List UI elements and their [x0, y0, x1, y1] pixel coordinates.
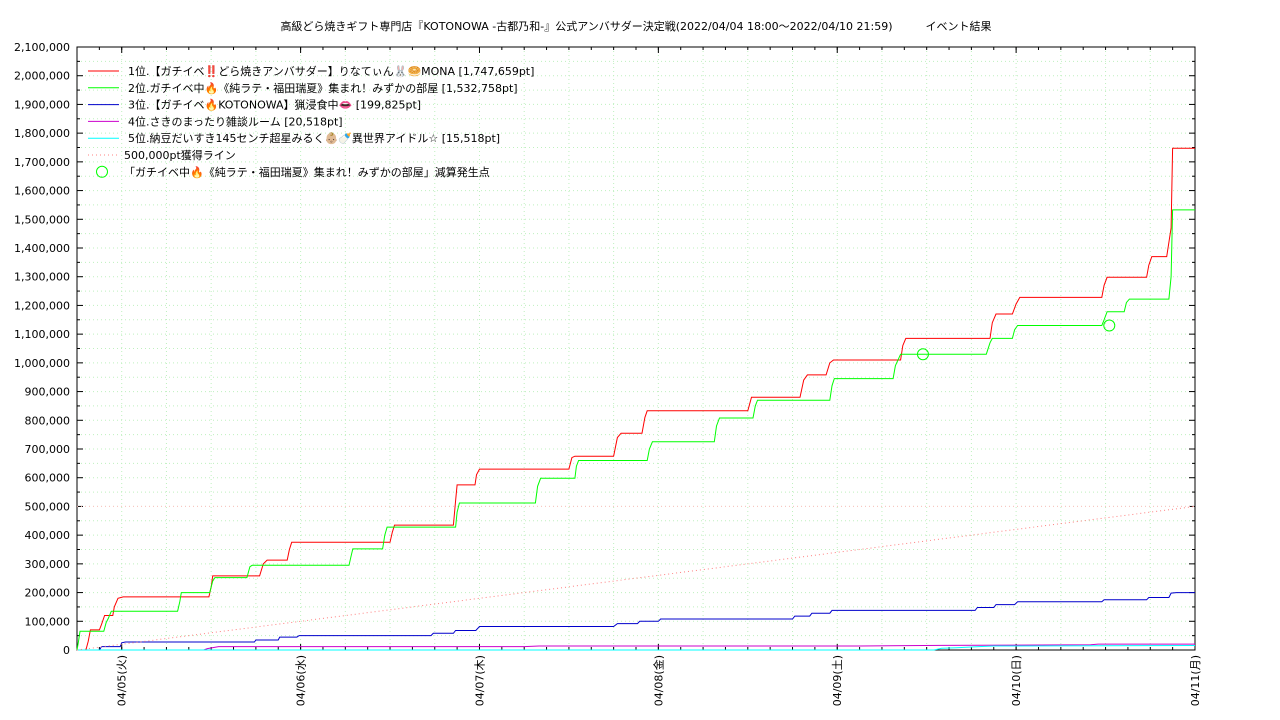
legend: 1位.【ガチイベ‼️どら焼きアンバサダー】りなてぃん🐰🥯MONA [1,747,… — [88, 64, 534, 179]
y-tick-label: 400,000 — [25, 529, 71, 542]
legend-label-5: 5位.納豆だいすき145センチ超星みるく👶🏼🍼異世界アイドル☆ [15,518p… — [128, 131, 500, 145]
series-line-2 — [76, 209, 1195, 651]
y-tick-label: 300,000 — [25, 558, 71, 571]
legend-label-4: 4位.さきのまったり雑談ルーム [20,518pt] — [128, 114, 343, 128]
legend-label-1: 1位.【ガチイベ‼️どら焼きアンバサダー】りなてぃん🐰🥯MONA [1,747,… — [128, 64, 534, 78]
y-tick-label: 800,000 — [25, 414, 71, 427]
grid — [76, 46, 1196, 651]
legend-label-2: 2位.ガチイベ中🔥《純ラテ・福田瑞夏》集まれ！みずかの部屋 [1,532,758… — [128, 81, 518, 95]
series-line-3 — [77, 592, 1195, 651]
y-tick-label: 600,000 — [25, 472, 71, 485]
axes: 0 100,000 200,000 300,000 400,000 500,000 600,… — [14, 41, 1202, 706]
y-tick-label: 100,000 — [25, 615, 71, 628]
y-tick-label: 1,800,000 — [14, 127, 70, 140]
marker-point — [916, 348, 929, 361]
chart-title: 高級どら焼きギフト専門店『KOTONOWA -古都乃和-』公式アンバサダー決定戦… — [280, 20, 992, 33]
legend-label-6: 500,000pt獲得ライン — [124, 149, 236, 162]
y-tick-label: 1,000,000 — [14, 357, 70, 370]
legend-marker-swatch — [96, 165, 108, 178]
legend-marker-label: 「ガチイベ中🔥《純ラテ・福田瑞夏》集まれ！みずかの部屋」減算発生点 — [124, 165, 490, 179]
x-tick-label: 04/11(月) — [1189, 655, 1202, 706]
y-tick-label: 1,300,000 — [14, 271, 70, 284]
series-line-1 — [77, 147, 1195, 651]
x-tick-label: 04/09(土) — [831, 655, 844, 706]
y-tick-label: 500,000 — [25, 500, 71, 513]
y-tick-label: 1,100,000 — [14, 328, 70, 341]
y-tick-label: 1,700,000 — [14, 156, 70, 169]
y-tick-label: 200,000 — [25, 587, 71, 600]
y-tick-label: 1,400,000 — [14, 242, 70, 255]
y-tick-label: 0 — [63, 644, 70, 657]
y-tick-label: 700,000 — [25, 443, 71, 456]
marker-point — [1103, 319, 1116, 332]
series-lines — [76, 147, 1196, 651]
x-tick-label: 04/06(水) — [295, 655, 308, 706]
series-line-4 — [77, 643, 1195, 651]
y-tick-label: 1,200,000 — [14, 299, 70, 312]
markers — [916, 319, 1116, 361]
x-tick-label: 04/08(金) — [651, 655, 665, 706]
y-tick-label: 1,600,000 — [14, 185, 70, 198]
x-tick-label: 04/05(火) — [116, 655, 129, 706]
series-line-6 — [76, 505, 1196, 651]
y-tick-label: 1,500,000 — [14, 213, 70, 226]
y-tick-label: 2,000,000 — [14, 70, 70, 83]
series-line-5 — [77, 645, 1196, 651]
x-tick-label: 04/07(木) — [473, 655, 486, 706]
legend-label-3: 3位.【ガチイベ🔥KOTONOWA】猟浸食中👄 [199,825pt] — [128, 98, 421, 112]
y-tick-label: 1,900,000 — [14, 98, 70, 111]
y-tick-label: 900,000 — [25, 386, 71, 399]
y-tick-label: 2,100,000 — [14, 41, 70, 54]
x-tick-label: 04/10(日) — [1010, 655, 1023, 706]
